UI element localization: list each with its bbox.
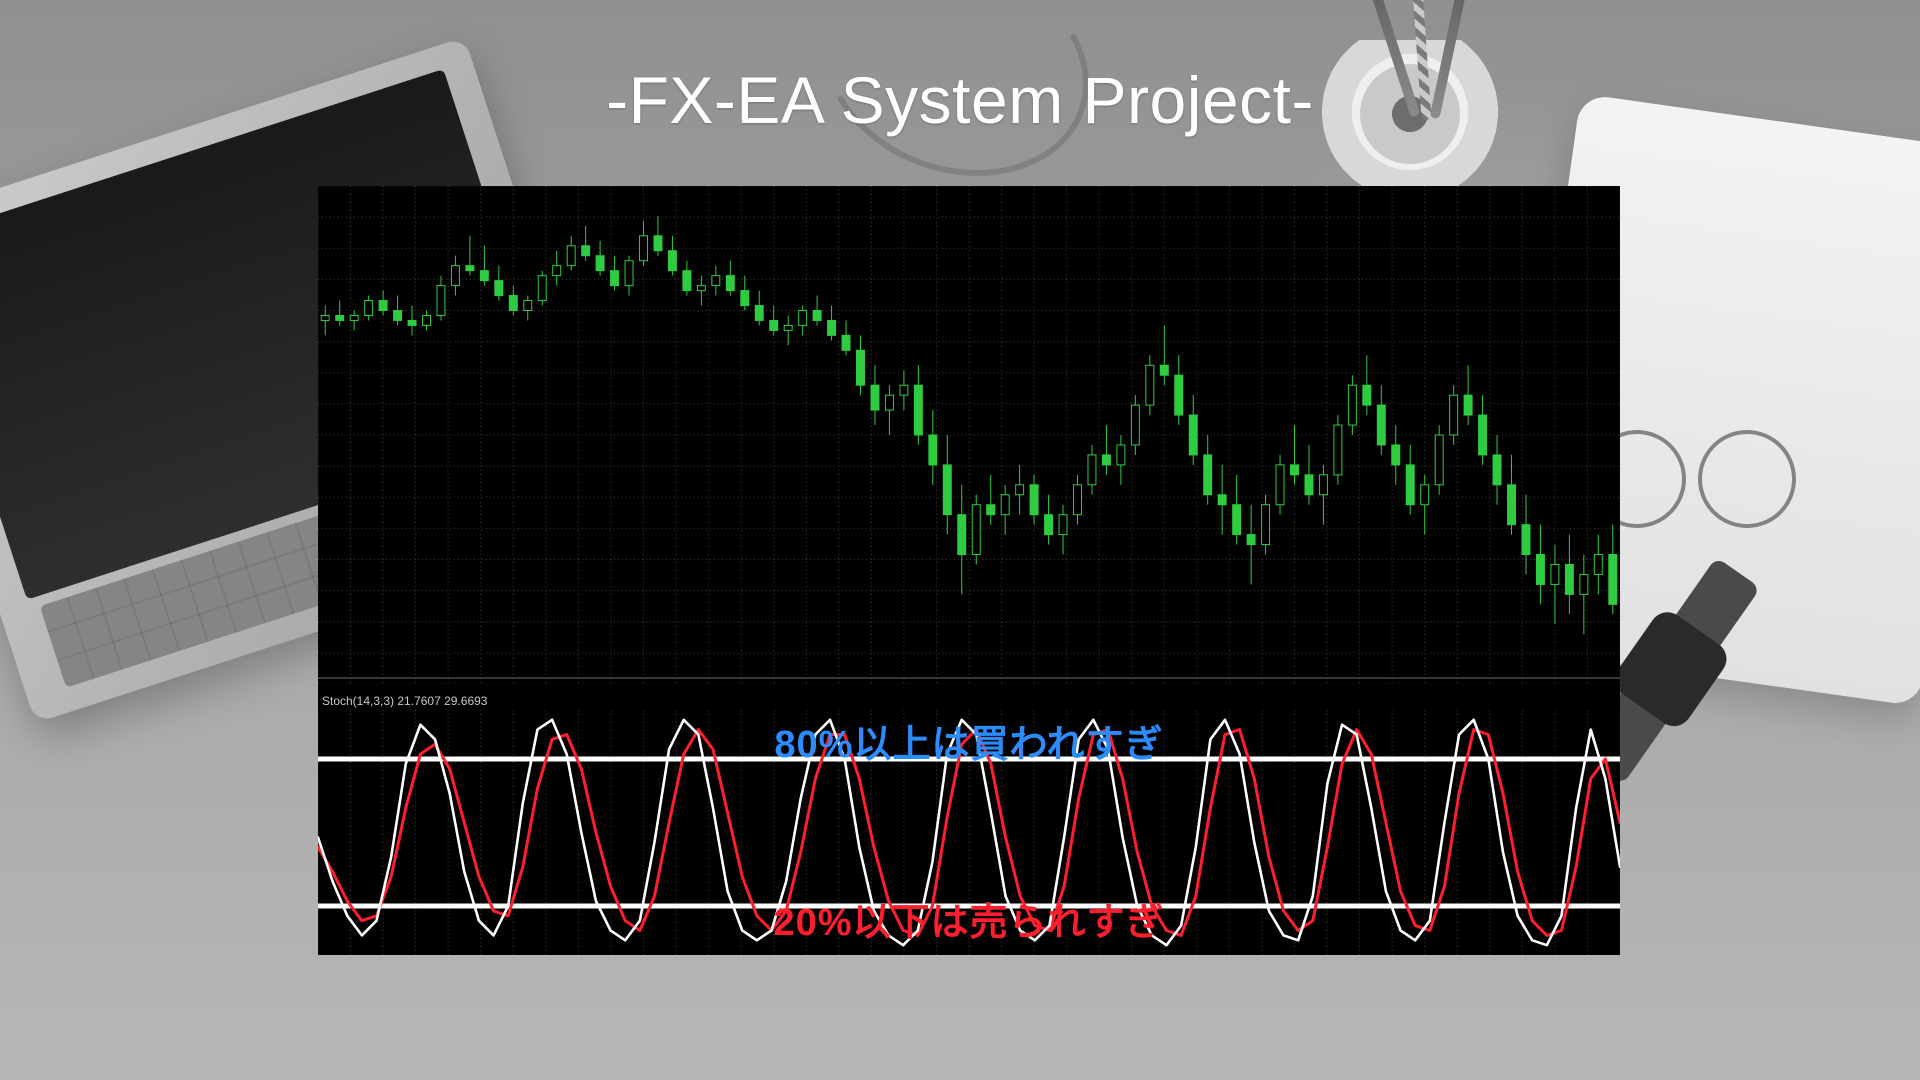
- panel-divider: [318, 684, 1620, 692]
- oversold-label: 20%以下は売られすぎ: [318, 891, 1620, 946]
- overbought-label: 80%以上は買われすぎ: [318, 713, 1620, 768]
- price-chart: [318, 186, 1620, 684]
- stochastic-panel: Stoch(14,3,3) 21.7607 29.6693 80%以上は買われす…: [318, 692, 1620, 955]
- candlestick-svg: [318, 186, 1620, 684]
- page-title: -FX-EA System Project-: [0, 62, 1920, 138]
